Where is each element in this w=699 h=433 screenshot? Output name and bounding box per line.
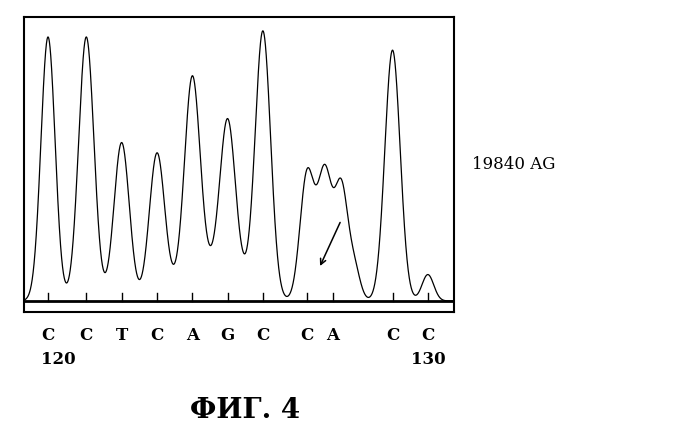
Text: A: A (186, 327, 199, 344)
Text: C: C (386, 327, 399, 344)
Text: C: C (41, 327, 55, 344)
Text: 120: 120 (41, 351, 75, 368)
Text: C: C (80, 327, 93, 344)
Text: C: C (421, 327, 435, 344)
Text: 19840 AG: 19840 AG (472, 156, 555, 173)
Text: A: A (326, 327, 340, 344)
Text: C: C (301, 327, 314, 344)
Text: G: G (220, 327, 235, 344)
Text: C: C (257, 327, 270, 344)
Text: ФИГ. 4: ФИГ. 4 (189, 397, 300, 424)
Text: T: T (115, 327, 128, 344)
Text: 130: 130 (410, 351, 445, 368)
Text: C: C (150, 327, 164, 344)
